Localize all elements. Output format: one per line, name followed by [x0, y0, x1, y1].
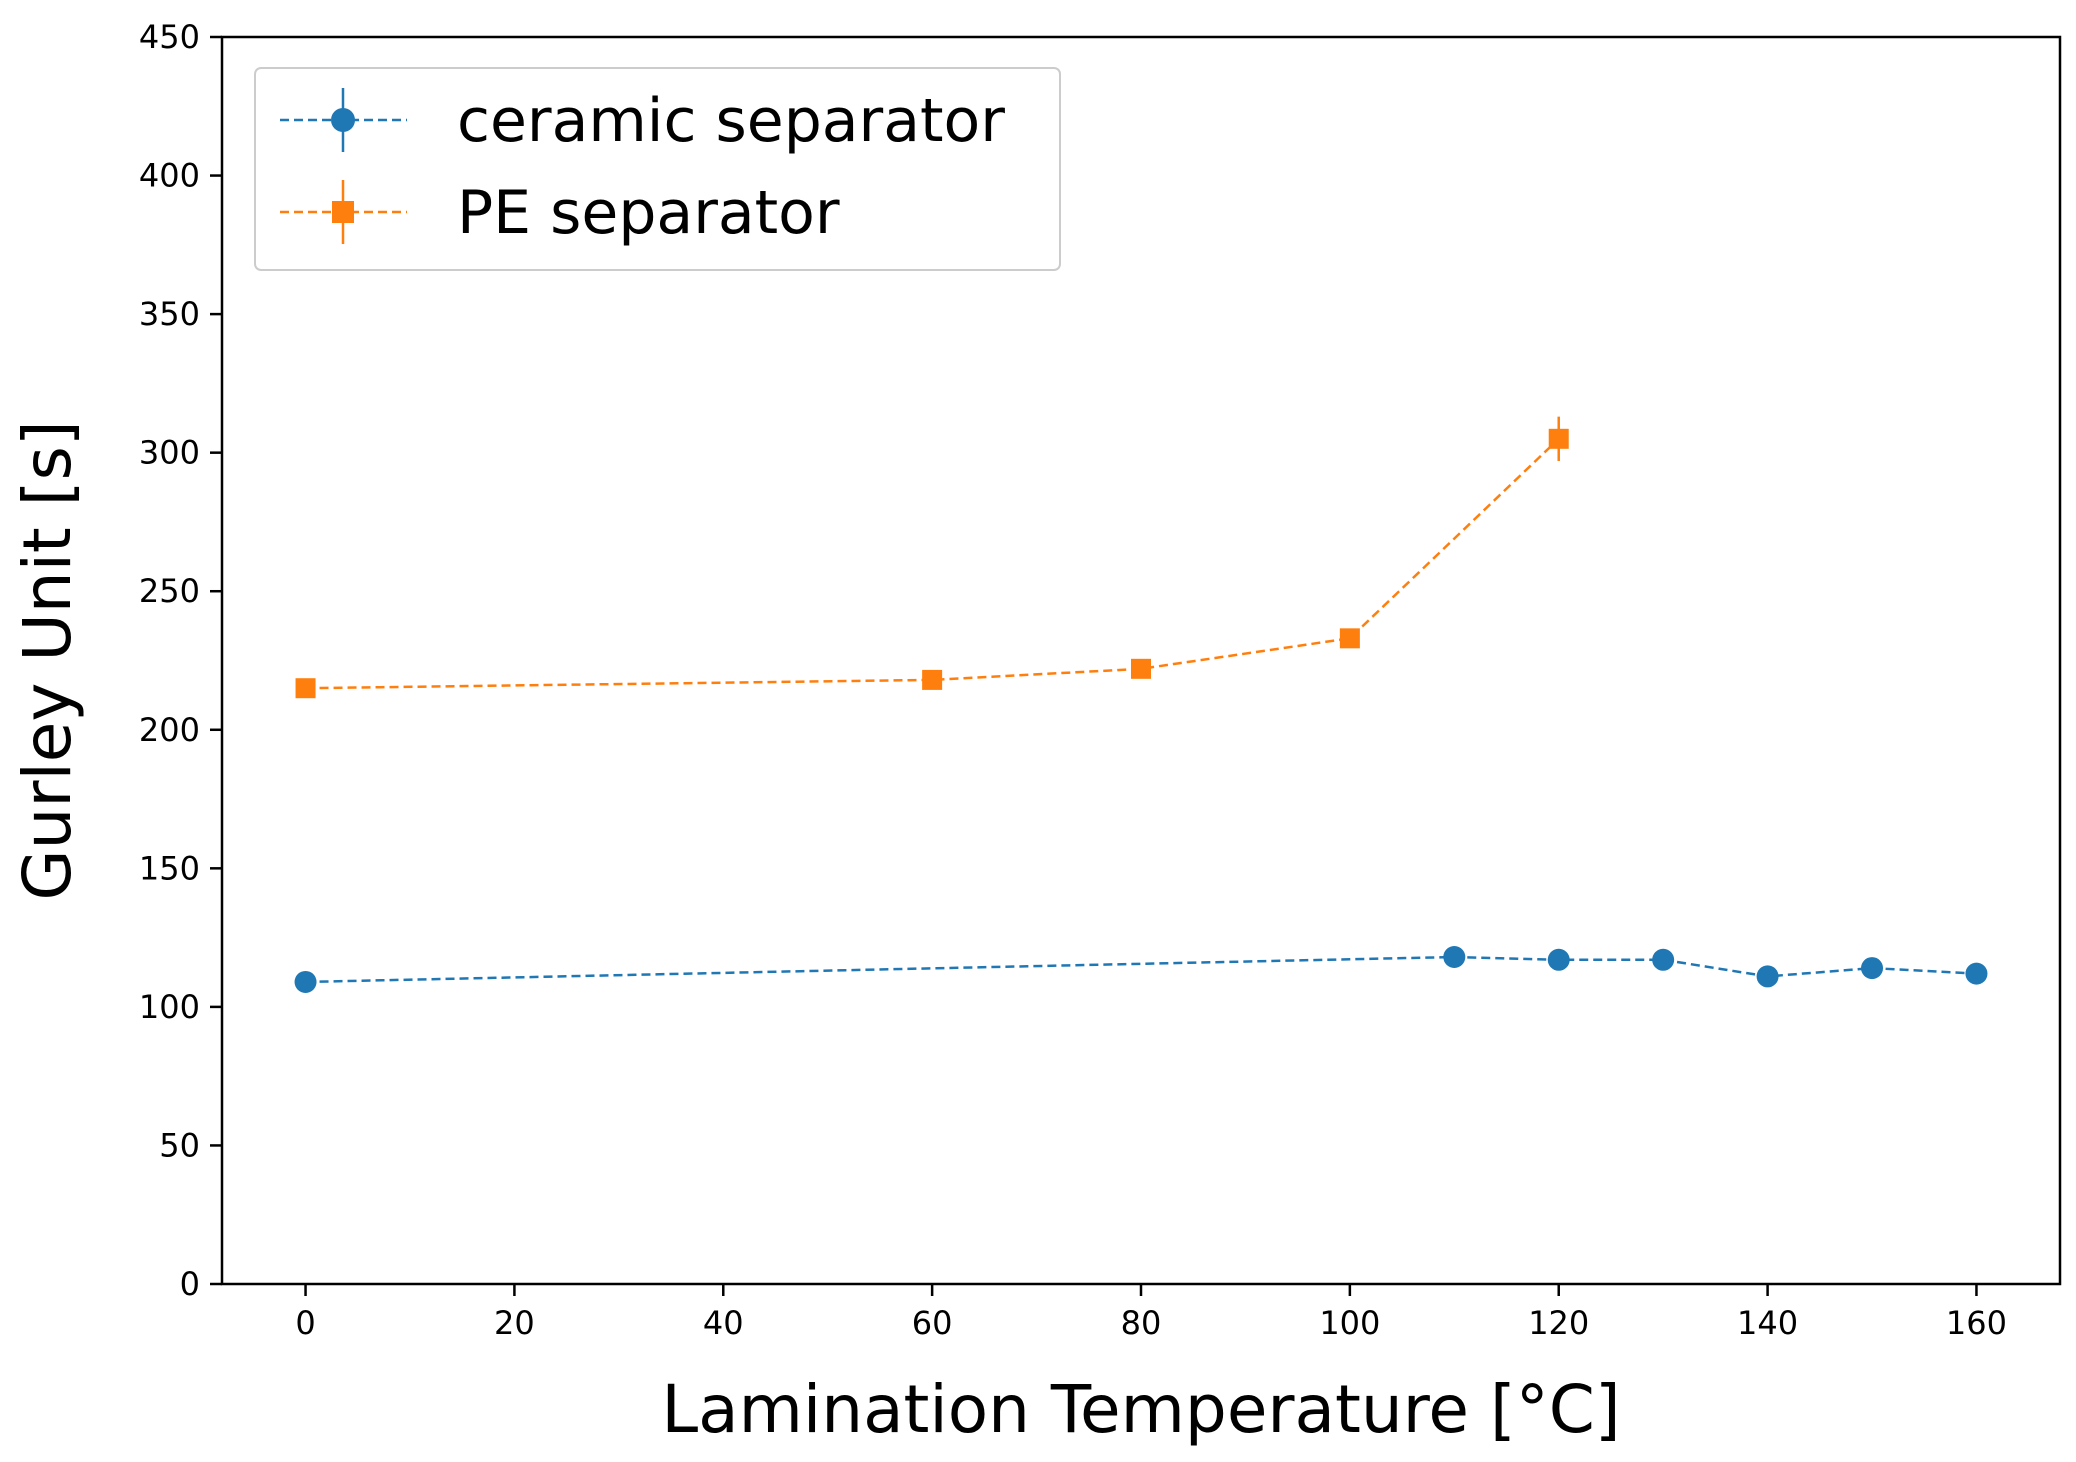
y-tick-label: 50: [159, 1126, 200, 1164]
y-tick-label: 400: [139, 157, 200, 195]
data-point: [1131, 658, 1151, 679]
legend-label: ceramic separator: [457, 86, 1005, 156]
x-axis-title: Lamination Temperature [°C]: [661, 1371, 1620, 1448]
y-tick-label: 0: [180, 1265, 200, 1303]
legend-item-ceramic-separator: ceramic separator: [280, 86, 1005, 156]
y-tick-label: 200: [139, 711, 200, 749]
legend-box: [254, 67, 1061, 271]
y-tick-label: 250: [139, 572, 200, 610]
data-point: [1548, 428, 1569, 449]
x-tick-label: 20: [494, 1304, 535, 1342]
y-axis-title: Gurley Unit [s]: [9, 420, 86, 900]
legend-marker: [332, 201, 354, 223]
series-PE-separator: [295, 416, 1569, 699]
x-tick-label: 80: [1121, 1304, 1162, 1342]
y-tick-label: 300: [139, 434, 200, 472]
x-tick-label: 160: [1946, 1304, 2007, 1342]
data-point: [1547, 948, 1570, 971]
series-ceramic-separator: [294, 946, 1988, 993]
x-tick-label: 40: [703, 1304, 744, 1342]
data-point: [1861, 957, 1884, 980]
data-point: [294, 970, 317, 993]
legend: ceramic separator PE separator: [254, 67, 1061, 271]
data-point: [1443, 946, 1466, 969]
data-point: [922, 669, 943, 690]
x-tick-label: 60: [912, 1304, 953, 1342]
x-tick-label: 120: [1528, 1304, 1589, 1342]
legend-item-PE-separator: PE separator: [280, 178, 840, 248]
y-tick-label: 150: [139, 849, 200, 887]
y-tick-label: 100: [139, 988, 200, 1026]
data-point: [295, 678, 316, 699]
y-tick-label: 450: [139, 18, 200, 56]
data-point: [1965, 962, 1988, 985]
legend-label: PE separator: [457, 178, 840, 248]
data-point: [1652, 948, 1675, 971]
x-tick-label: 0: [295, 1304, 315, 1342]
x-tick-label: 100: [1319, 1304, 1380, 1342]
data-point: [1756, 965, 1779, 988]
data-point: [1339, 628, 1360, 649]
y-tick-label: 350: [139, 295, 200, 333]
legend-marker: [331, 108, 355, 132]
x-tick-label: 140: [1737, 1304, 1798, 1342]
